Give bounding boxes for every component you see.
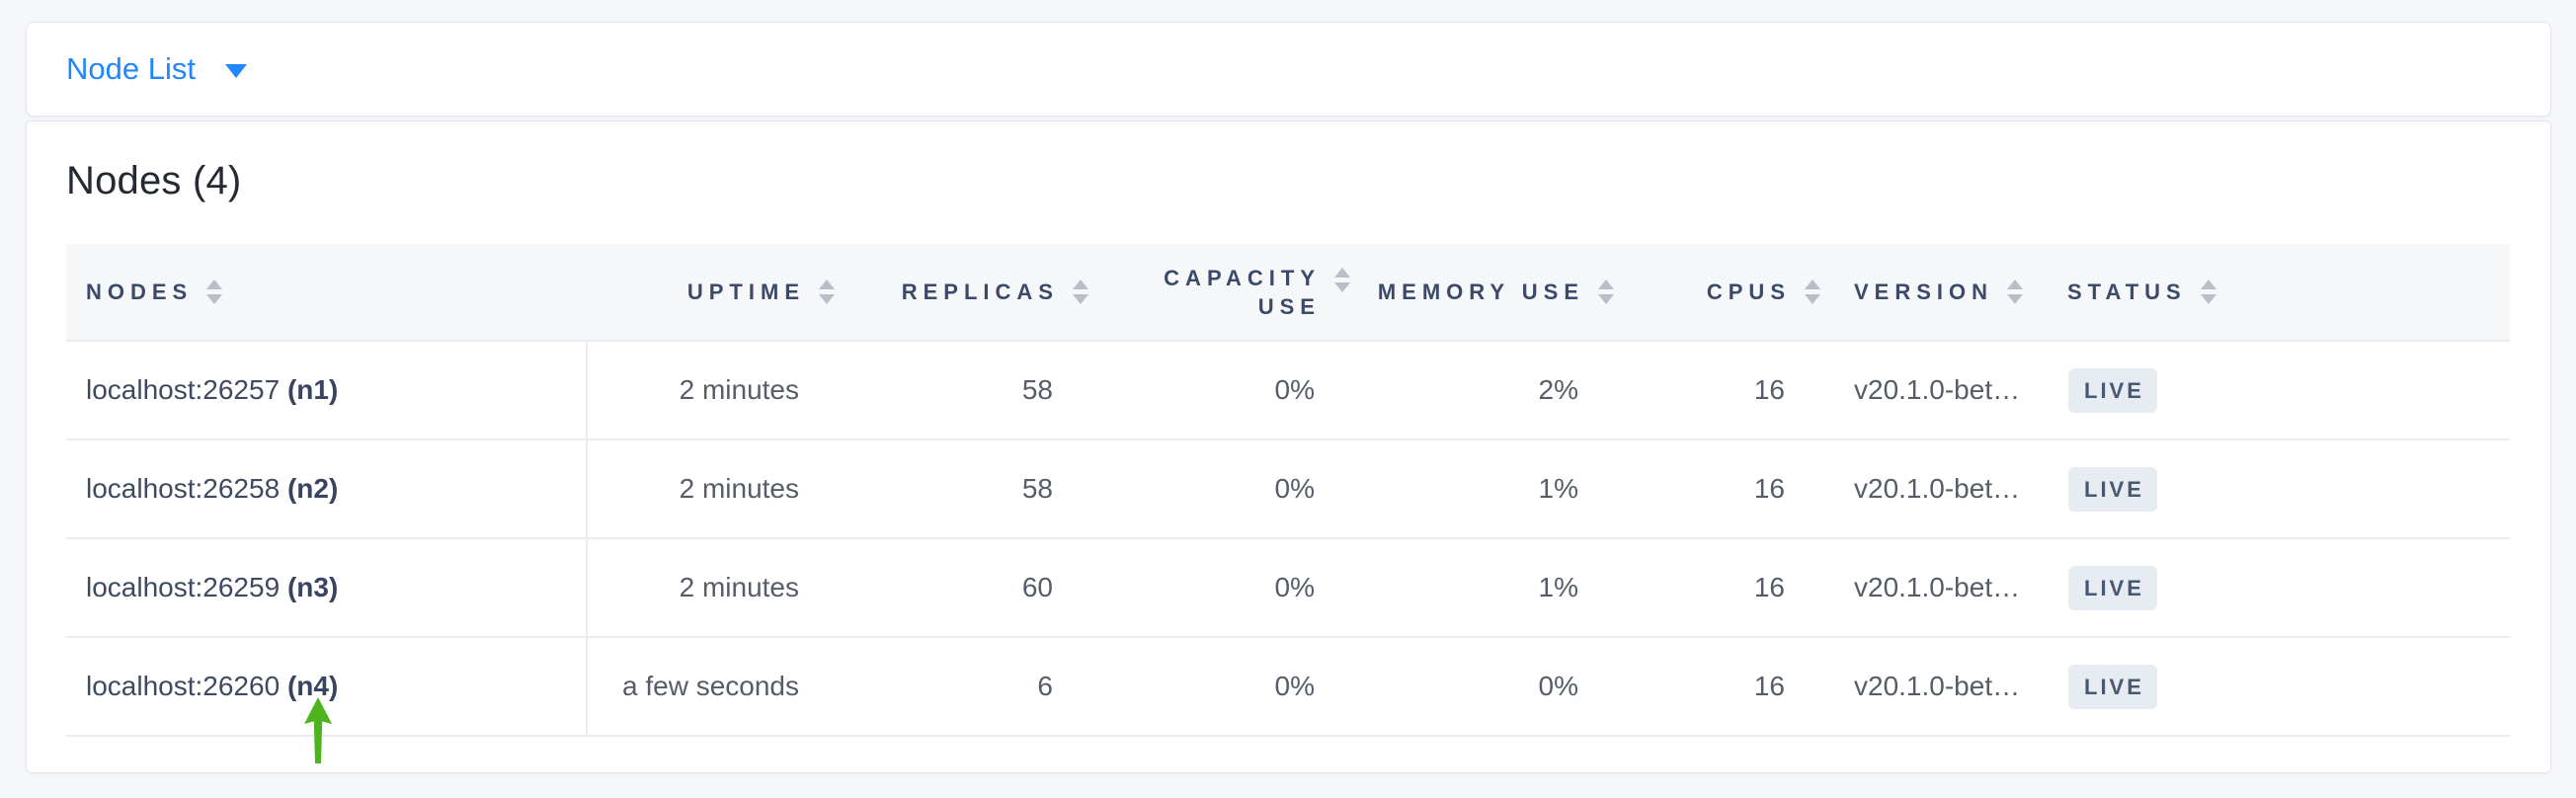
- memory-use-cell: 1%: [1336, 537, 1600, 637]
- nodes-table-header: NODES UPTIME REPLICAS: [66, 244, 2510, 341]
- column-header-version[interactable]: VERSION: [1807, 244, 2044, 341]
- uptime-cell: 2 minutes: [587, 537, 821, 637]
- memory-use-cell: 2%: [1336, 340, 1600, 439]
- capacity-use-cell: 0%: [1075, 537, 1336, 637]
- sort-icon: [1334, 268, 1350, 292]
- uptime-cell: 2 minutes: [587, 340, 821, 439]
- node-address-cell: localhost:26257 (n1): [66, 340, 588, 439]
- page-title: Nodes (4): [66, 159, 242, 202]
- column-header-replicas[interactable]: REPLICAS: [821, 244, 1088, 341]
- sort-icon: [2007, 279, 2024, 304]
- status-cell: LIVE: [2044, 537, 2510, 637]
- version-cell: v20.1.0-bet…: [1807, 537, 2044, 637]
- status-cell: LIVE: [2044, 636, 2510, 737]
- memory-use-cell: 0%: [1336, 636, 1600, 737]
- sort-icon: [206, 279, 223, 304]
- column-header-uptime[interactable]: UPTIME: [587, 244, 835, 341]
- version-cell: v20.1.0-bet…: [1807, 340, 2044, 439]
- sort-icon: [1598, 279, 1614, 304]
- caret-down-icon: [224, 64, 247, 78]
- column-header-cpus[interactable]: CPUS: [1600, 244, 1820, 341]
- table-row-node-n3: localhost:26259 (n3) 2 minutes 60 0% 1% …: [66, 537, 2510, 637]
- cpus-cell: 16: [1600, 537, 1807, 637]
- sort-icon: [2200, 279, 2216, 304]
- uptime-cell: a few seconds: [587, 636, 821, 737]
- uptime-cell: 2 minutes: [587, 439, 821, 538]
- status-badge: LIVE: [2068, 466, 2157, 512]
- column-header-status[interactable]: STATUS: [2044, 244, 2510, 341]
- sort-icon: [1073, 279, 1088, 304]
- nodes-summary-card: Nodes (4) NODES UPTIME: [26, 120, 2551, 773]
- replicas-cell: 60: [821, 537, 1075, 637]
- view-dropdown-label: Node List: [66, 51, 196, 86]
- status-cell: LIVE: [2044, 340, 2510, 439]
- cpus-cell: 16: [1600, 439, 1807, 538]
- table-row-node-n2: localhost:26258 (n2) 2 minutes 58 0% 1% …: [66, 439, 2510, 538]
- view-selector-bar: Node List: [26, 22, 2551, 117]
- version-cell: v20.1.0-bet…: [1807, 636, 2044, 737]
- nodes-table: NODES UPTIME REPLICAS: [66, 244, 2510, 737]
- memory-use-cell: 1%: [1336, 439, 1600, 538]
- cpus-cell: 16: [1600, 636, 1807, 737]
- table-row-node-n4: localhost:26260 (n4) a few seconds 6 0% …: [66, 636, 2510, 737]
- status-badge: LIVE: [2068, 664, 2157, 709]
- column-header-memory-use[interactable]: MEMORY USE: [1336, 244, 1614, 341]
- status-badge: LIVE: [2068, 367, 2157, 413]
- node-address-cell: localhost:26258 (n2): [66, 439, 588, 538]
- sort-icon: [819, 279, 835, 304]
- table-row-node-n1: localhost:26257 (n1) 2 minutes 58 0% 2% …: [66, 340, 2510, 439]
- status-badge: LIVE: [2068, 565, 2157, 610]
- column-header-nodes[interactable]: NODES: [66, 244, 587, 341]
- status-cell: LIVE: [2044, 439, 2510, 538]
- capacity-use-cell: 0%: [1075, 439, 1336, 538]
- annotation-arrow-up-icon: [304, 697, 332, 763]
- replicas-cell: 58: [821, 340, 1075, 439]
- sort-icon: [1805, 279, 1820, 304]
- replicas-cell: 6: [821, 636, 1075, 737]
- replicas-cell: 58: [821, 439, 1075, 538]
- capacity-use-cell: 0%: [1075, 636, 1336, 737]
- cpus-cell: 16: [1600, 340, 1807, 439]
- version-cell: v20.1.0-bet…: [1807, 439, 2044, 538]
- node-address-cell: localhost:26259 (n3): [66, 537, 588, 637]
- node-address-cell: localhost:26260 (n4): [66, 636, 588, 737]
- column-header-capacity-use[interactable]: CAPACITY USE: [1075, 244, 1350, 341]
- capacity-use-cell: 0%: [1075, 340, 1336, 439]
- view-dropdown[interactable]: Node List: [66, 51, 247, 87]
